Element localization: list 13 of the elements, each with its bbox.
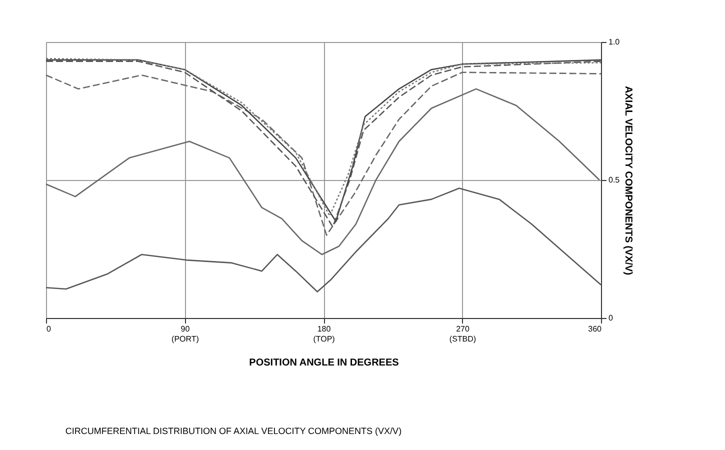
x-tick-label: 270 (STBD): [449, 324, 476, 344]
y-tick-label: 0: [608, 314, 614, 322]
line-series: [45, 88, 600, 256]
x-tick-label: 0: [46, 324, 52, 334]
x-tick-label: 180 (TOP): [313, 324, 336, 344]
text: CIRCUMFERENTIAL DISTRIBUTION OF AXIAL VELOCITY COMPONENTS (VX/V): [65, 426, 402, 436]
y-axis-title: AXIAL VELOCITY COMPONENTS (VX/V): [622, 86, 634, 276]
line-series: [45, 188, 602, 292]
x-tick-label: 360: [588, 324, 602, 334]
x-tick-label: 90 (PORT): [172, 324, 200, 344]
y-tick-label: 1.0: [608, 38, 620, 46]
x-axis-title: POSITION ANGLE IN DEGREES: [249, 358, 400, 368]
y-tick-label: 0.5: [608, 176, 620, 184]
